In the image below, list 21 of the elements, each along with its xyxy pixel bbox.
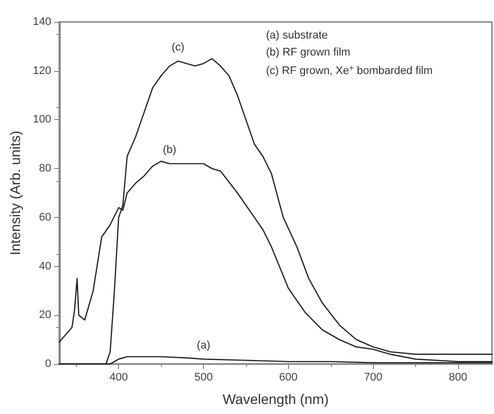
y-tick-label: 80: [39, 162, 52, 175]
x-tick-label: 800: [448, 372, 468, 384]
x-axis-title: Wavelength (nm): [222, 391, 329, 407]
annotation: (c) RF grown, Xe+ bombarded film: [266, 64, 433, 77]
x-tick-label: 400: [109, 372, 128, 384]
annotation: (b): [162, 144, 176, 156]
y-tick-label: 100: [32, 114, 52, 126]
annotation: (a): [196, 340, 210, 352]
annotation: (a) substrate: [266, 30, 328, 42]
y-axis-title: Intensity (Arb. units): [7, 130, 23, 256]
y-tick-label: 120: [32, 64, 52, 77]
y-tick-label: 20: [39, 309, 52, 322]
y-tick-label: 140: [32, 16, 52, 28]
y-tick-label: 60: [39, 211, 52, 224]
x-tick-label: 500: [194, 372, 213, 384]
y-tick-label: 40: [39, 260, 52, 272]
x-tick-label: 600: [279, 372, 298, 384]
y-tick-label: 0: [45, 358, 52, 370]
annotation: (c): [172, 42, 184, 54]
annotation: (b) RF grown film: [266, 46, 350, 58]
x-tick-label: 700: [364, 372, 382, 384]
